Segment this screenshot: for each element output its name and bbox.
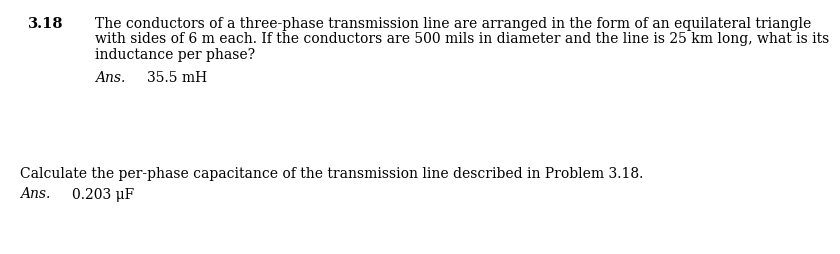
Text: Ans.: Ans. — [95, 71, 125, 85]
Text: 35.5 mH: 35.5 mH — [147, 71, 207, 85]
Text: 3.18: 3.18 — [28, 17, 64, 31]
Text: 0.203 μF: 0.203 μF — [72, 187, 134, 201]
Text: Ans.: Ans. — [20, 187, 50, 201]
Text: Calculate the per-phase capacitance of the transmission line described in Proble: Calculate the per-phase capacitance of t… — [20, 166, 643, 180]
Text: inductance per phase?: inductance per phase? — [95, 48, 255, 62]
Text: The conductors of a three-phase transmission line are arranged in the form of an: The conductors of a three-phase transmis… — [95, 17, 811, 31]
Text: with sides of 6 m each. If the conductors are 500 mils in diameter and the line : with sides of 6 m each. If the conductor… — [95, 32, 829, 46]
